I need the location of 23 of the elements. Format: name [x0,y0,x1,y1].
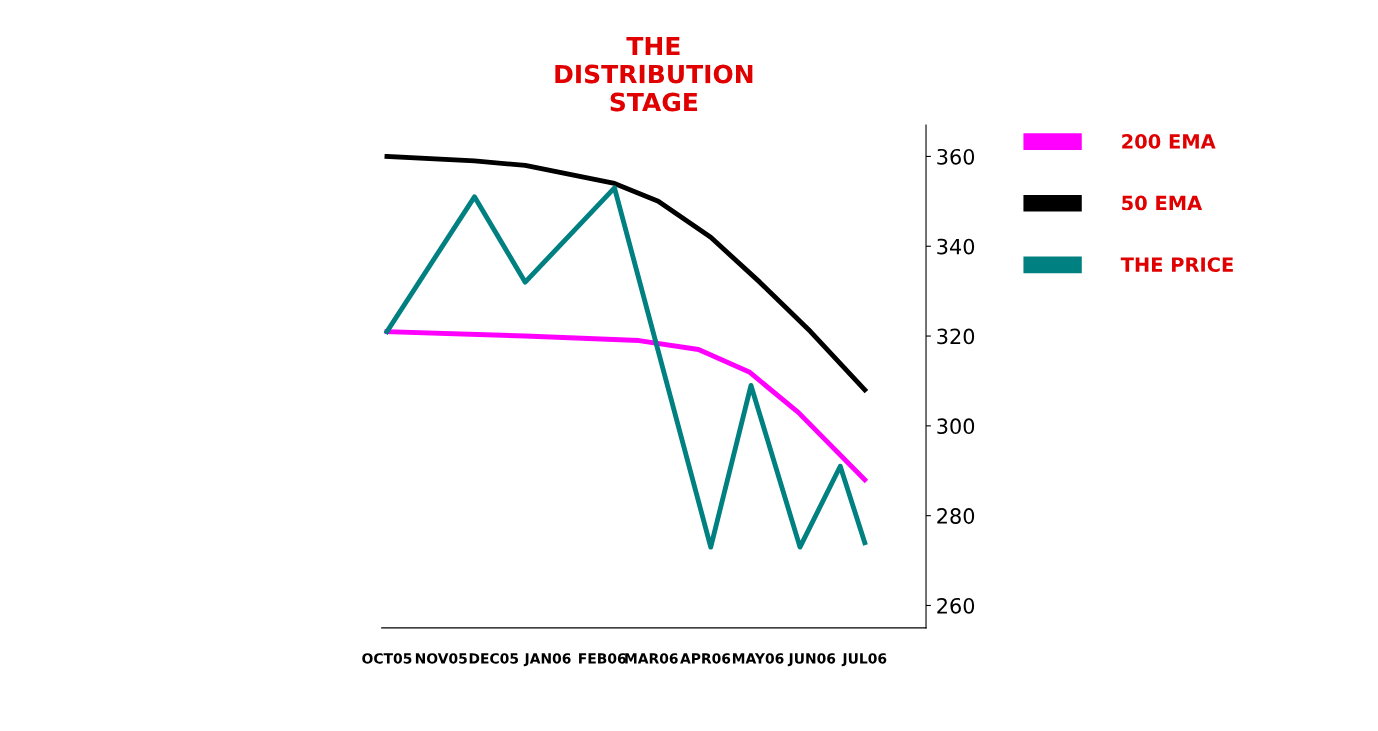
legend-label: 200 EMA [1122,134,1216,149]
y-tick-label: 260 [937,597,975,614]
legend-label: 50 EMA [1122,195,1203,211]
x-tick-label: MAR06 [625,653,678,664]
chart-title: THE DISTRIBUTION STAGE [555,36,753,112]
y-tick-label: 320 [937,328,975,345]
line-series [384,185,868,550]
x-tick-label: JAN06 [523,653,571,667]
x-tick-label: JUL06 [841,653,887,667]
line-series [384,329,868,483]
x-tick-label: NOV05 [415,653,467,664]
y-tick-label: 280 [937,508,975,524]
y-tick-label: 360 [937,148,975,165]
y-tick-label: 340 [937,238,975,255]
line-series [384,154,868,393]
x-tick-label: APR06 [680,653,731,664]
x-tick-label: JUN06 [787,653,836,667]
x-tick-label: DEC05 [469,653,519,664]
y-tick-label: 300 [937,418,975,435]
x-tick-label: MAY06 [732,653,784,664]
x-tick-label: OCT05 [362,653,412,664]
legend-label: THE PRICE [1120,257,1233,272]
x-tick-label: FEB06 [579,653,626,664]
